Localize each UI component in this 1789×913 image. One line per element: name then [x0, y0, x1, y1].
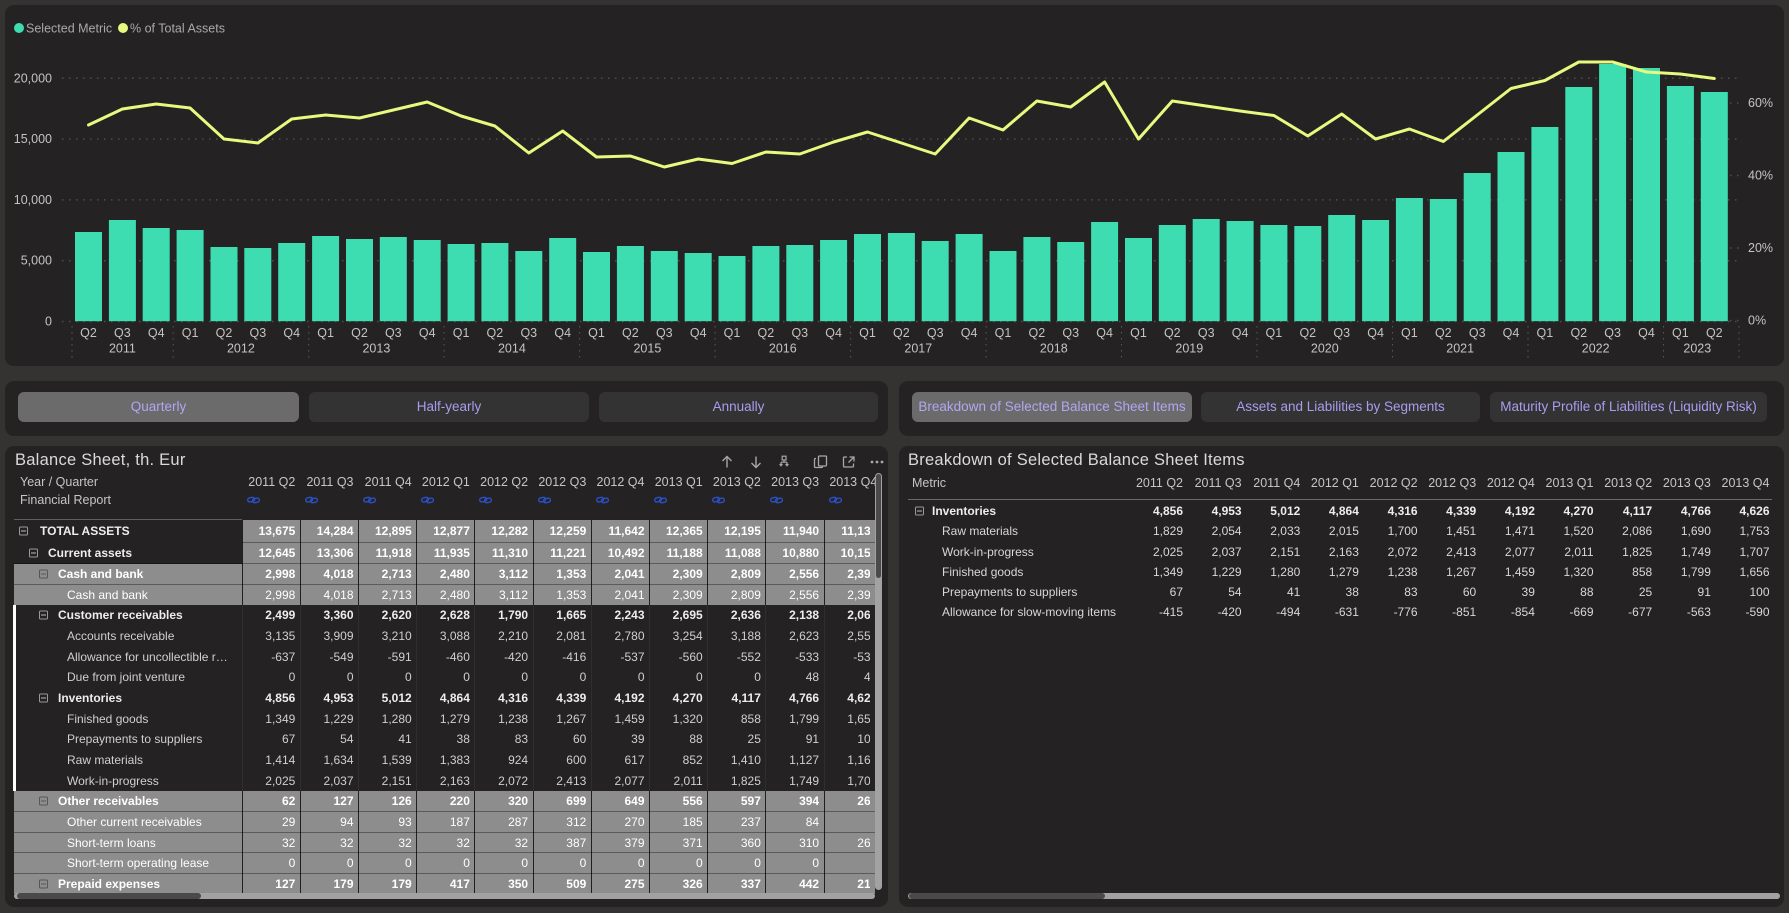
svg-text:Q1: Q1 — [995, 326, 1012, 340]
svg-text:60%: 60% — [1748, 96, 1773, 110]
svg-text:Q2: Q2 — [893, 326, 910, 340]
svg-text:Q3: Q3 — [656, 326, 673, 340]
svg-text:Q3: Q3 — [1604, 326, 1621, 340]
svg-text:2011: 2011 — [109, 342, 136, 356]
svg-text:2017: 2017 — [904, 342, 932, 356]
svg-text:20%: 20% — [1748, 241, 1773, 255]
svg-text:Q3: Q3 — [385, 326, 402, 340]
svg-text:Q4: Q4 — [1503, 326, 1520, 340]
svg-text:Q4: Q4 — [1096, 326, 1113, 340]
svg-text:Q2: Q2 — [1706, 326, 1723, 340]
svg-text:Q1: Q1 — [1672, 326, 1689, 340]
svg-text:Q2: Q2 — [758, 326, 775, 340]
svg-text:Q4: Q4 — [1638, 326, 1655, 340]
svg-text:Q3: Q3 — [1469, 326, 1486, 340]
svg-text:Q4: Q4 — [554, 326, 571, 340]
svg-text:Q3: Q3 — [520, 326, 537, 340]
svg-text:Q4: Q4 — [283, 326, 300, 340]
svg-text:0%: 0% — [1748, 314, 1766, 328]
svg-text:Q4: Q4 — [961, 326, 978, 340]
svg-text:Q1: Q1 — [1130, 326, 1147, 340]
svg-text:Q1: Q1 — [453, 326, 470, 340]
svg-text:Q1: Q1 — [1537, 326, 1554, 340]
svg-text:2016: 2016 — [769, 342, 797, 356]
svg-text:Q2: Q2 — [622, 326, 639, 340]
svg-text:Q2: Q2 — [80, 326, 97, 340]
svg-text:Q1: Q1 — [859, 326, 876, 340]
svg-text:Q3: Q3 — [927, 326, 944, 340]
svg-text:2018: 2018 — [1040, 342, 1068, 356]
svg-text:Q2: Q2 — [1435, 326, 1452, 340]
svg-text:Q4: Q4 — [825, 326, 842, 340]
svg-text:Q2: Q2 — [1570, 326, 1587, 340]
svg-text:Q4: Q4 — [419, 326, 436, 340]
svg-text:Q2: Q2 — [1299, 326, 1316, 340]
svg-text:2023: 2023 — [1683, 342, 1711, 356]
svg-text:Q1: Q1 — [1266, 326, 1283, 340]
svg-text:Q3: Q3 — [1333, 326, 1350, 340]
svg-text:0: 0 — [45, 315, 52, 329]
svg-text:Q4: Q4 — [690, 326, 707, 340]
svg-text:Q4: Q4 — [1367, 326, 1384, 340]
svg-text:Q2: Q2 — [1164, 326, 1181, 340]
svg-text:Q3: Q3 — [114, 326, 131, 340]
svg-text:Q2: Q2 — [1029, 326, 1046, 340]
svg-text:Q3: Q3 — [1062, 326, 1079, 340]
svg-text:Q3: Q3 — [791, 326, 808, 340]
svg-text:Q1: Q1 — [317, 326, 334, 340]
svg-text:2019: 2019 — [1175, 342, 1203, 356]
svg-text:Q2: Q2 — [351, 326, 368, 340]
svg-text:Q1: Q1 — [182, 326, 199, 340]
svg-text:20,000: 20,000 — [14, 71, 52, 85]
svg-text:2021: 2021 — [1446, 342, 1474, 356]
svg-text:Q2: Q2 — [216, 326, 233, 340]
svg-text:2012: 2012 — [227, 342, 255, 356]
svg-text:Q1: Q1 — [724, 326, 741, 340]
svg-text:15,000: 15,000 — [14, 132, 52, 146]
svg-text:2022: 2022 — [1582, 342, 1610, 356]
svg-text:2013: 2013 — [362, 342, 390, 356]
svg-text:Q1: Q1 — [588, 326, 605, 340]
svg-text:2020: 2020 — [1311, 342, 1339, 356]
svg-text:Selected Metric: Selected Metric — [26, 22, 112, 36]
svg-text:Q3: Q3 — [1198, 326, 1215, 340]
svg-text:Q1: Q1 — [1401, 326, 1418, 340]
svg-text:2015: 2015 — [633, 342, 661, 356]
svg-text:10,000: 10,000 — [14, 193, 52, 207]
svg-text:Q3: Q3 — [250, 326, 267, 340]
svg-text:5,000: 5,000 — [21, 254, 52, 268]
svg-text:Q4: Q4 — [148, 326, 165, 340]
svg-text:2014: 2014 — [498, 342, 526, 356]
svg-text:Q4: Q4 — [1232, 326, 1249, 340]
svg-text:Q2: Q2 — [487, 326, 504, 340]
svg-text:40%: 40% — [1748, 169, 1773, 183]
svg-text:% of Total Assets: % of Total Assets — [130, 22, 225, 36]
